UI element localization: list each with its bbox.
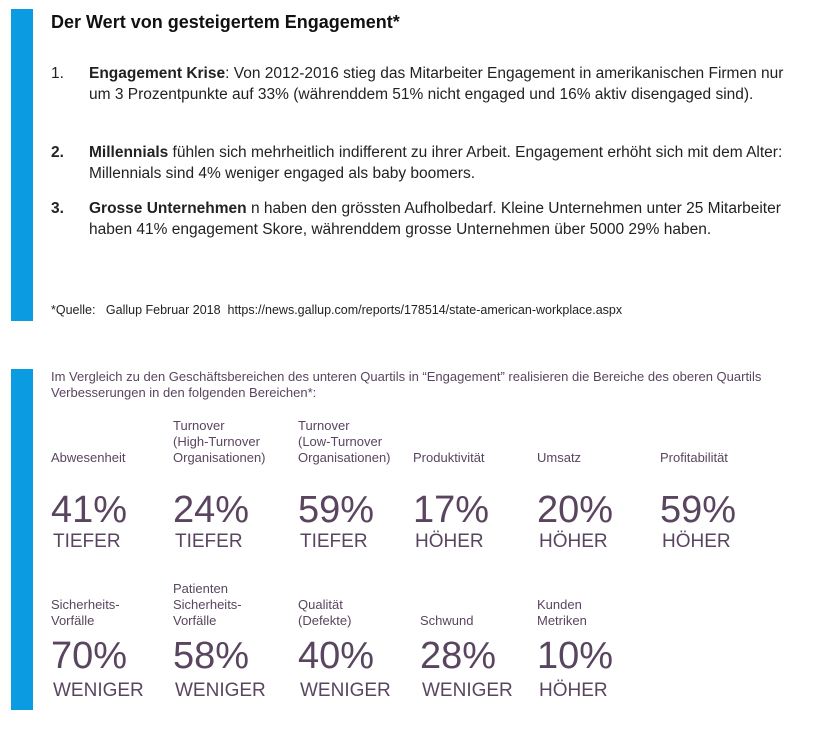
list-item: 2. Millennials fühlen sich mehrheitlich … — [51, 142, 791, 184]
accent-bar-top — [11, 9, 33, 321]
stat-label: Patienten Sicherheits- Vorfälle — [173, 581, 242, 629]
stat-label-line: Metriken — [537, 613, 587, 628]
stat-label-line: (High-Turnover — [173, 434, 260, 449]
list-item-highlight: Grosse Unternehmen — [89, 200, 247, 217]
stat-direction: HÖHER — [539, 531, 608, 552]
stat-label: Profitabilität — [660, 450, 728, 466]
stat-label: Abwesenheit — [51, 450, 125, 466]
stat-value: 24% — [173, 489, 250, 531]
stat-label-line: Produktivität — [413, 450, 485, 465]
stat-label-line: Turnover — [173, 418, 225, 433]
stat-value: 59% — [660, 489, 737, 531]
stat-value: 28% — [420, 635, 497, 677]
stat-value: 17% — [413, 489, 490, 531]
list-item-number: 2. — [51, 144, 64, 161]
stat-label-line: Vorfälle — [173, 613, 217, 628]
stat-label-line: Organisationen) — [298, 450, 391, 465]
stat-direction: HÖHER — [415, 531, 484, 552]
stat-value: 10% — [537, 635, 614, 677]
list-item-text: : Von 2012-2016 stieg das Mitarbeiter En… — [89, 65, 784, 103]
stat-value: 70% — [51, 635, 128, 677]
stat-label: Turnover (Low-Turnover Organisationen) — [298, 418, 391, 466]
stat-label: Sicherheits- Vorfälle — [51, 597, 120, 629]
stat-label: Umsatz — [537, 450, 581, 466]
stat-label-line: Vorfälle — [51, 613, 95, 628]
source-note: *Quelle: Gallup Februar 2018 https://new… — [51, 303, 623, 317]
stat-label-line: Sicherheits- — [173, 597, 242, 612]
stat-direction: TIEFER — [300, 531, 368, 552]
stat-direction: TIEFER — [53, 531, 121, 552]
stat-label-line: Kunden — [537, 597, 582, 612]
page-title: Der Wert von gesteigertem Engagement* — [51, 12, 400, 32]
accent-bar-bottom — [11, 369, 33, 710]
stat-label-line: Profitabilität — [660, 450, 728, 465]
stat-value: 41% — [51, 489, 128, 531]
stat-direction: HÖHER — [539, 680, 608, 701]
stat-direction: WENIGER — [175, 680, 266, 701]
stat-label-line: (Low-Turnover — [298, 434, 383, 449]
stat-direction: TIEFER — [175, 531, 243, 552]
stats-intro: Im Vergleich zu den Geschäftsbereichen d… — [51, 369, 762, 400]
stat-label: Schwund — [420, 613, 473, 629]
list-item-highlight: Engagement Krise — [89, 65, 226, 82]
stat-label: Kunden Metriken — [537, 597, 587, 629]
stat-direction: WENIGER — [422, 680, 513, 701]
stat-value: 20% — [537, 489, 614, 531]
list-item: 3. Grosse Unternehmen n haben den grösst… — [51, 198, 791, 240]
stat-label-line: Abwesenheit — [51, 450, 126, 465]
stat-label: Produktivität — [413, 450, 485, 466]
list-item-text: fühlen sich mehrheitlich indifferent zu … — [89, 144, 783, 182]
stat-label-line: (Defekte) — [298, 613, 352, 628]
stat-value: 59% — [298, 489, 375, 531]
stat-value: 40% — [298, 635, 375, 677]
list-item-highlight: Millennials — [89, 144, 169, 161]
stat-label-line: Turnover — [298, 418, 350, 433]
stat-label-line: Qualität — [298, 597, 343, 612]
stat-direction: WENIGER — [300, 680, 391, 701]
list-item-number: 3. — [51, 200, 64, 217]
stat-label-line: Umsatz — [537, 450, 582, 465]
list-item-number: 1. — [51, 65, 64, 82]
stat-label-line: Sicherheits- — [51, 597, 120, 612]
stat-label-line: Schwund — [420, 613, 474, 628]
stat-label: Qualität (Defekte) — [298, 597, 351, 629]
stat-direction: WENIGER — [53, 680, 144, 701]
stat-value: 58% — [173, 635, 250, 677]
list-item-text: n haben den grössten Aufholbedarf. Klein… — [89, 200, 781, 238]
list-item: 1. Engagement Krise: Von 2012-2016 stieg… — [51, 63, 791, 105]
stat-label-line: Patienten — [173, 581, 228, 596]
stat-label: Turnover (High-Turnover Organisationen) — [173, 418, 266, 466]
stat-label-line: Organisationen) — [173, 450, 266, 465]
stat-direction: HÖHER — [662, 531, 731, 552]
